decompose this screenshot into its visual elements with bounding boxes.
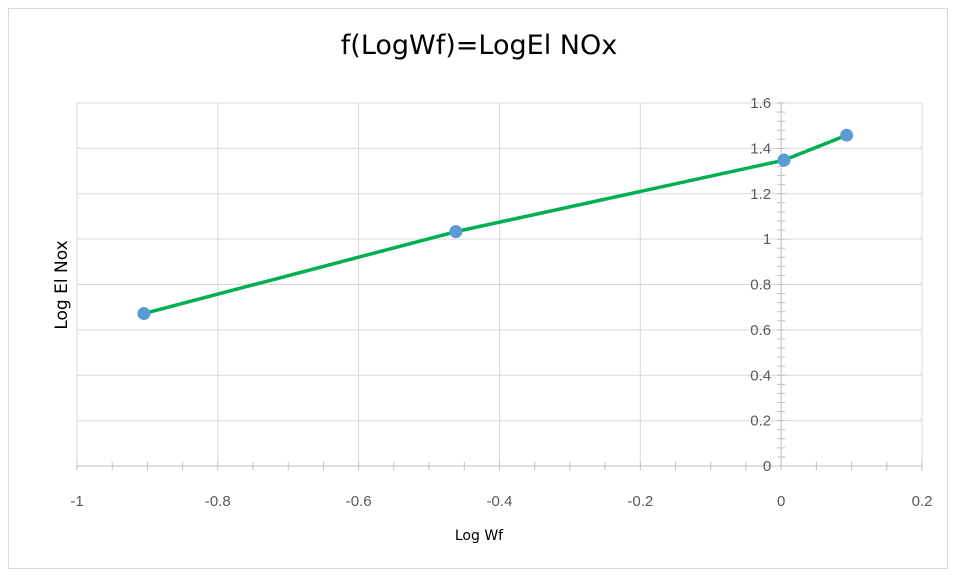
x-tick-label: -0.2 <box>627 493 653 510</box>
y-tick-label: 0.2 <box>750 413 771 430</box>
x-tick-label: -0.8 <box>205 493 231 510</box>
y-tick-label: 0.4 <box>750 367 771 384</box>
y-tick-label: 0.6 <box>750 322 771 339</box>
x-tick-label: -1 <box>70 493 83 510</box>
y-tick-label: 0.8 <box>750 277 771 294</box>
x-axis-title: Log Wf <box>454 528 504 544</box>
data-point <box>449 225 463 239</box>
series-line <box>143 133 848 316</box>
data-point <box>777 153 791 167</box>
y-tick-label: 1.4 <box>750 140 771 157</box>
chart-frame <box>8 8 948 569</box>
y-tick-label: 1 <box>763 231 771 248</box>
y-tick-label: 1.6 <box>750 95 771 112</box>
x-tick-label: 0.2 <box>912 493 933 510</box>
y-tick-label: 0 <box>763 458 771 475</box>
x-tick-label: -0.6 <box>346 493 372 510</box>
data-point <box>137 307 151 321</box>
y-tick-label: 1.2 <box>750 186 771 203</box>
x-tick-label: -0.4 <box>487 493 513 510</box>
x-tick-label: 0 <box>777 493 785 510</box>
chart-title: f(LogWf)=LogEl NOx <box>340 30 618 61</box>
data-point <box>840 128 854 142</box>
